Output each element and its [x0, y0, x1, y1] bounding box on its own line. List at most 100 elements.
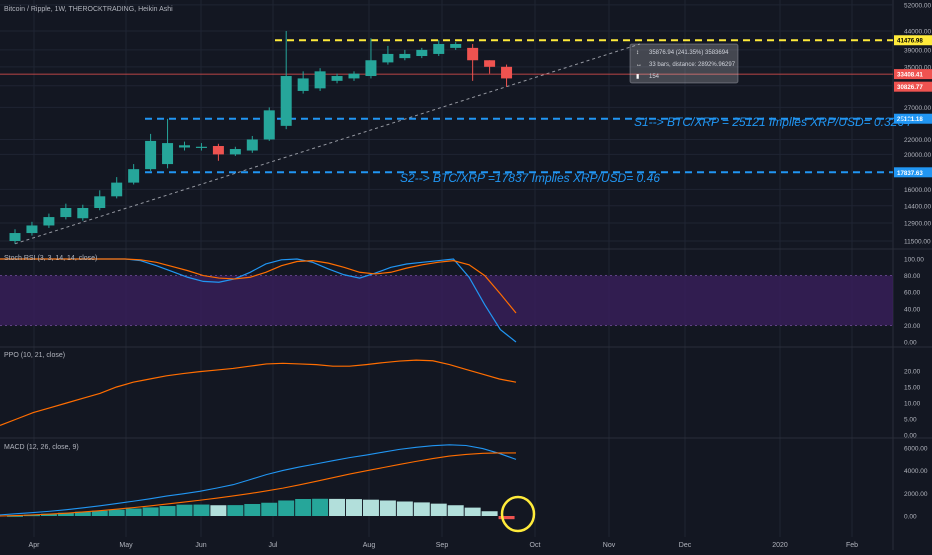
candle-body[interactable]: [94, 196, 106, 208]
candle-body[interactable]: [416, 49, 428, 57]
candle-body[interactable]: [179, 145, 190, 148]
ppo-tick-label: 10.00: [904, 401, 921, 408]
macd-tick-label: 0.00: [904, 514, 917, 521]
macd-histogram-bar[interactable]: [40, 513, 57, 516]
time-axis[interactable]: Apr May Jun Jul Aug Sep Oct Nov Dec 2020 Feb: [29, 542, 859, 549]
candle-body[interactable]: [26, 225, 38, 234]
macd-histogram-bar[interactable]: [210, 505, 227, 516]
macd-histogram-bar[interactable]: [346, 499, 362, 516]
price-pane[interactable]: [0, 31, 893, 245]
stoch-rsi-pane[interactable]: [0, 258, 893, 343]
macd-histogram-bar[interactable]: [447, 505, 464, 516]
symbol-title: Bitcoin / Ripple, 1W, THEROCKTRADING, He…: [4, 6, 173, 13]
macd-histogram-bar[interactable]: [108, 509, 125, 516]
candle-body[interactable]: [128, 169, 140, 183]
macd-tick-label: 2000.00: [904, 491, 928, 498]
s1-label: S1--> BTC/XRP = 25121 Implies XRP/USD= 0…: [634, 115, 911, 129]
candle-body[interactable]: [60, 207, 72, 218]
macd-histogram-bar[interactable]: [396, 501, 413, 516]
macd-histogram-bar[interactable]: [278, 500, 295, 516]
ppo-tick-label: 15.00: [904, 385, 921, 392]
measure-volume: 154: [649, 74, 660, 80]
candle-body[interactable]: [501, 66, 513, 79]
candle-body[interactable]: [246, 139, 258, 151]
price-badge-label: 30826.77: [897, 84, 923, 91]
macd-histogram-bar[interactable]: [312, 498, 329, 516]
stoch-d-line: [0, 258, 517, 314]
candle-body[interactable]: [484, 60, 496, 67]
price-tick-label: 39000.00: [904, 47, 931, 54]
macd-histogram-bar[interactable]: [295, 499, 312, 516]
price-tick-label: 27000.00: [904, 105, 931, 112]
signal-line: [0, 452, 516, 517]
macd-histogram-bar[interactable]: [125, 508, 142, 516]
time-label-apr: Apr: [29, 542, 41, 549]
macd-histogram-bar[interactable]: [91, 510, 108, 516]
candle-body[interactable]: [43, 217, 55, 226]
macd-histogram-bar[interactable]: [176, 504, 193, 516]
price-tick-label: 22000.00: [904, 137, 931, 144]
candle-body[interactable]: [365, 60, 377, 77]
candle-body[interactable]: [229, 149, 241, 155]
ppo-pane[interactable]: [0, 359, 517, 426]
time-label-may: May: [119, 542, 133, 549]
candle-body[interactable]: [450, 43, 462, 48]
macd-histogram-bar[interactable]: [244, 503, 261, 516]
price-badge-label: 41476.98: [897, 38, 923, 45]
candle-body[interactable]: [399, 53, 411, 59]
time-label-jul: Jul: [269, 542, 278, 549]
macd-histogram-bar[interactable]: [498, 516, 515, 520]
macd-histogram-bar[interactable]: [142, 507, 159, 516]
macd-histogram-bar[interactable]: [159, 506, 176, 516]
highlight-circle: [500, 495, 536, 533]
candle-body[interactable]: [467, 47, 479, 61]
price-axis[interactable]: 11500.00 12900.00 14400.00 16000.00 20000.00…: [894, 2, 932, 521]
macd-histogram-bar[interactable]: [261, 502, 278, 516]
candle-body[interactable]: [382, 53, 394, 63]
price-tick-label: 12900.00: [904, 221, 931, 228]
macd-histogram-bar[interactable]: [74, 511, 91, 516]
macd-histogram-bar[interactable]: [379, 500, 396, 516]
macd-histogram-bar[interactable]: [362, 499, 379, 516]
stoch-tick-label: 60.00: [904, 290, 921, 297]
macd-histogram-bar[interactable]: [57, 512, 74, 516]
time-label-aug: Aug: [363, 542, 376, 549]
macd-tick-label: 4000.00: [904, 468, 928, 475]
candle-body[interactable]: [77, 207, 89, 219]
candle-body[interactable]: [212, 146, 224, 155]
candle-body[interactable]: [145, 140, 157, 170]
stoch-tick-label: 100.00: [904, 257, 924, 264]
measure-box[interactable]: 35876.94 (241.35%) 3583694 33 bars, dist…: [629, 43, 739, 84]
macd-histogram-bar[interactable]: [464, 507, 481, 516]
macd-histogram-bar[interactable]: [413, 502, 430, 516]
time-label-dec: Dec: [679, 542, 692, 549]
measure-icon: ↕: [636, 50, 639, 56]
time-label-jun: Jun: [195, 542, 206, 549]
candle-body[interactable]: [314, 71, 326, 89]
candle-body[interactable]: [162, 143, 174, 165]
candle-body[interactable]: [433, 43, 445, 54]
measure-bars-distance: 33 bars, distance: 2892%.96297: [649, 62, 736, 68]
candle-body[interactable]: [348, 73, 360, 79]
macd-histogram-bar[interactable]: [227, 505, 244, 516]
candle-body[interactable]: [9, 233, 21, 241]
macd-pane[interactable]: [0, 444, 517, 520]
macd-histogram-bar[interactable]: [481, 511, 498, 516]
candle-body[interactable]: [280, 76, 292, 126]
macd-histogram-bar[interactable]: [193, 504, 210, 516]
macd-histogram-bar[interactable]: [329, 498, 346, 516]
stoch-band: [0, 275, 893, 326]
price-badge: [894, 81, 932, 92]
candle-body[interactable]: [331, 76, 343, 81]
candle-body[interactable]: [111, 182, 123, 197]
candle-body[interactable]: [195, 146, 207, 148]
macd-histogram-bar[interactable]: [430, 503, 447, 516]
ppo-line: [0, 359, 517, 426]
candle-body[interactable]: [297, 78, 309, 91]
stoch-rsi-title: Stoch RSI (3, 3, 14, 14, close): [4, 255, 97, 262]
time-label-feb: Feb: [846, 542, 858, 549]
candle-body[interactable]: [263, 110, 275, 140]
